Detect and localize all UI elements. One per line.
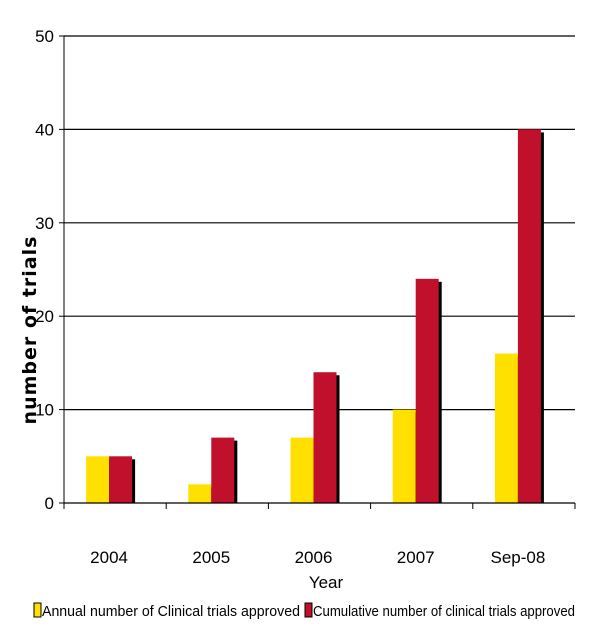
y-tick-label: 10 [35, 401, 54, 420]
x-axis [63, 502, 576, 509]
x-tick-label: 2004 [90, 548, 128, 567]
x-axis-title: Year [309, 573, 344, 592]
bar [392, 409, 416, 503]
bar [109, 456, 133, 503]
bar [517, 129, 541, 503]
bar [313, 372, 337, 503]
y-axis-ticks: 0 10 20 30 40 50 [35, 27, 65, 513]
legend: Annual number of Clinical trials approve… [33, 602, 575, 620]
x-tick-label: 2005 [192, 548, 230, 567]
x-tick-label: 2006 [295, 548, 333, 567]
bar [188, 484, 212, 503]
legend-swatch-cumulative [304, 602, 313, 618]
y-tick-label: 0 [45, 494, 54, 513]
x-tick-label: Sep-08 [490, 548, 545, 567]
y-tick-label: 40 [35, 120, 54, 139]
legend-label-annual: Annual number of Clinical trials approve… [42, 603, 300, 620]
y-axis-title: number of trials [19, 236, 41, 425]
legend-swatch-annual [33, 602, 42, 618]
x-tick-label: 2007 [397, 548, 435, 567]
legend-label-cumulative: Cumulative number of clinical trials app… [313, 603, 575, 620]
bar [494, 353, 518, 503]
bar [415, 278, 439, 503]
gridlines [64, 35, 575, 411]
x-axis-ticks: 2004 2005 2006 2007 Sep-08 [90, 548, 545, 567]
y-tick-label: 30 [35, 214, 54, 233]
y-tick-label: 20 [35, 307, 54, 326]
y-tick-label: 50 [35, 27, 54, 46]
bar [290, 437, 314, 503]
bar [211, 437, 235, 503]
bars [86, 129, 544, 503]
bar [86, 456, 110, 503]
